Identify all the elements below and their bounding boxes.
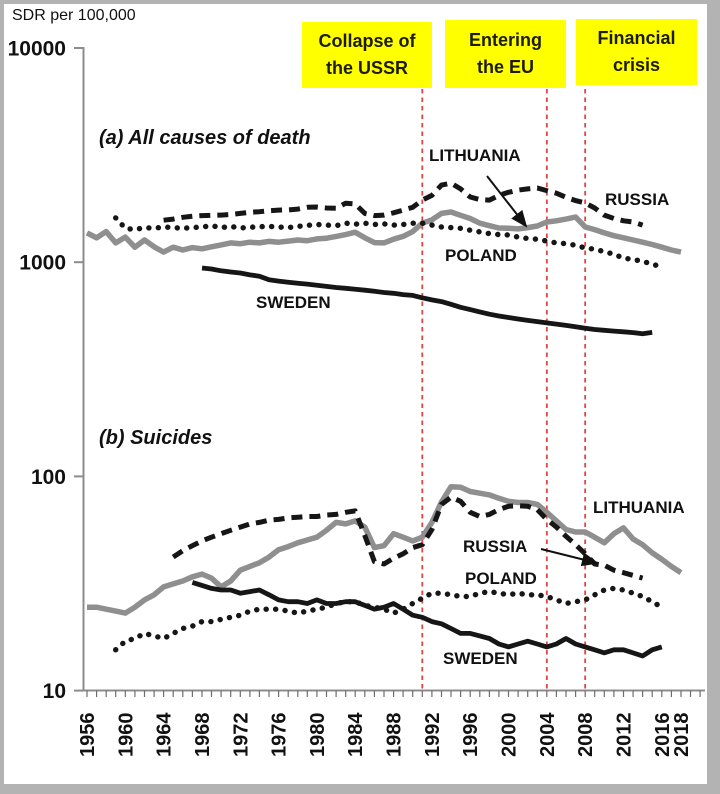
x-tick-labels: 1956 1960 1964 1968 1972 1976 1980 1984 1988 1992… xyxy=(77,712,693,757)
y-tick-label: 100 xyxy=(31,466,66,489)
event-box-line: Financial xyxy=(597,28,676,48)
event-box-line: the EU xyxy=(476,57,534,77)
panel-b-lithuania-label: LITHUANIA xyxy=(593,498,685,517)
x-tick-label: 1964 xyxy=(154,712,176,757)
event-box-eu-entry: Entering the EU xyxy=(445,20,566,88)
x-tick-label: 2012 xyxy=(614,713,636,758)
x-tick-label: 1968 xyxy=(192,713,214,758)
panel-a-title: (a) All causes of death xyxy=(99,127,311,149)
series-a-sweden xyxy=(201,265,653,337)
y-tick-label: 10 xyxy=(43,680,66,703)
y-tick-label: 10000 xyxy=(8,38,66,61)
series-a-lithuania xyxy=(85,209,682,255)
panel-a-russia-label: RUSSIA xyxy=(605,190,670,209)
series-b-russia xyxy=(171,494,644,581)
x-minor-ticks xyxy=(86,690,701,697)
panel-b-title: (b) Suicides xyxy=(99,427,213,449)
x-tick-label: 1992 xyxy=(422,713,444,758)
panel-a-sweden-label: SWEDEN xyxy=(256,293,331,312)
x-tick-label: 1972 xyxy=(230,713,252,758)
x-tick-label: 2008 xyxy=(575,713,597,758)
event-box-ussr-collapse: Collapse of the USSR xyxy=(302,22,432,88)
panel-b-poland-label: POLAND xyxy=(465,569,537,588)
x-tick-label: 1960 xyxy=(115,713,137,758)
y-tick-label: 1000 xyxy=(19,252,66,275)
series-b-poland xyxy=(112,585,665,653)
panel-a-poland-label: POLAND xyxy=(445,246,517,265)
x-tick-label: 2016 xyxy=(652,713,674,758)
x-tick-label: 1996 xyxy=(460,713,482,758)
x-tick-label: 2018 xyxy=(671,713,693,758)
x-tick-label: 2004 xyxy=(537,712,559,757)
event-dashed-lines xyxy=(421,89,587,689)
russia-annotation-arrow xyxy=(540,548,599,567)
lithuania-annotation-arrow xyxy=(486,175,528,228)
event-box-line: Entering xyxy=(468,30,542,50)
x-tick-label: 2000 xyxy=(499,713,521,758)
x-tick-label: 1976 xyxy=(269,713,291,758)
y-axis-title: SDR per 100,000 xyxy=(12,7,136,24)
x-tick-label: 1988 xyxy=(384,713,406,758)
event-box-financial-crisis: Financial crisis xyxy=(576,19,697,85)
panel-a-lithuania-label: LITHUANIA xyxy=(429,146,521,165)
event-box-line: the USSR xyxy=(325,58,408,78)
x-tick-label: 1984 xyxy=(345,712,367,757)
series-a-russia xyxy=(163,180,644,228)
y-tick-labels: 10 100 1000 10000 xyxy=(8,38,66,704)
panel-b-russia-label: RUSSIA xyxy=(463,537,528,556)
event-box-line: Collapse of xyxy=(318,31,416,51)
panel-b-sweden-label: SWEDEN xyxy=(443,649,518,668)
series-a-poland xyxy=(112,215,665,270)
series-b-sweden xyxy=(191,580,663,659)
x-tick-label: 1980 xyxy=(307,713,329,758)
x-tick-label: 1956 xyxy=(77,713,99,758)
series-lines xyxy=(85,180,683,659)
event-box-line: crisis xyxy=(612,55,661,75)
series-b-lithuania xyxy=(87,483,683,616)
